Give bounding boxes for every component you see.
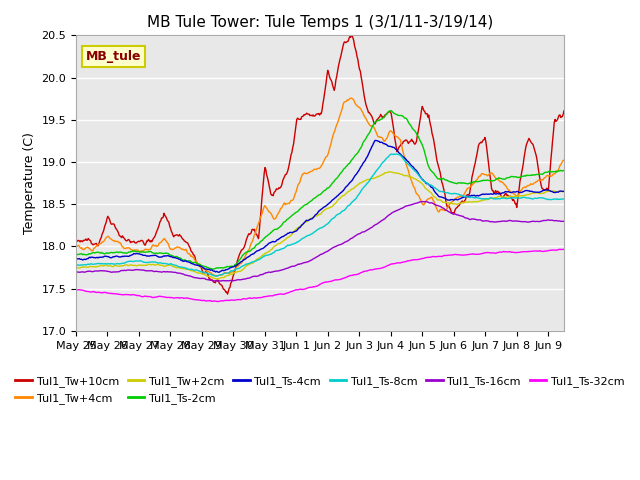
Tul1_Tw+4cm [159,238,166,243]
Tul1_Tw+10cm [72,239,80,244]
Tul1_Ts-2cm [560,168,568,173]
Tul1_Tw+10cm [399,138,407,144]
Tul1_Tw+4cm [560,157,568,163]
Line: Tul1_Ts-8cm: Tul1_Ts-8cm [76,154,564,276]
Tul1_Ts-16cm [419,199,426,204]
Tul1_Tw+4cm [347,95,355,101]
Tul1_Ts-32cm [198,298,205,303]
Tul1_Ts-32cm [294,287,301,293]
Tul1_Tw+4cm [362,115,369,120]
Tul1_Ts-2cm [159,251,166,256]
Tul1_Ts-2cm [399,114,407,120]
Tul1_Ts-2cm [72,252,80,257]
Tul1_Tw+10cm [441,192,449,198]
Line: Tul1_Tw+10cm: Tul1_Tw+10cm [76,36,564,294]
Tul1_Ts-8cm [212,273,220,279]
Tul1_Tw+4cm [399,151,407,156]
Tul1_Ts-4cm [159,254,166,260]
Title: MB Tule Tower: Tule Temps 1 (3/1/11-3/19/14): MB Tule Tower: Tule Temps 1 (3/1/11-3/19… [147,15,493,30]
Tul1_Ts-16cm [72,269,80,275]
Tul1_Tw+10cm [560,108,568,114]
Tul1_Tw+2cm [294,226,301,231]
Tul1_Ts-16cm [159,269,166,275]
Line: Tul1_Ts-2cm: Tul1_Ts-2cm [76,110,564,269]
Tul1_Ts-4cm [360,159,368,165]
Tul1_Ts-8cm [387,151,395,157]
Tul1_Ts-8cm [360,184,368,190]
Line: Tul1_Ts-32cm: Tul1_Ts-32cm [76,249,564,301]
Tul1_Ts-32cm [560,246,568,252]
Tul1_Tw+2cm [159,263,166,268]
Tul1_Ts-2cm [441,177,449,182]
Tul1_Ts-8cm [198,269,205,275]
Tul1_Ts-8cm [399,156,407,162]
Line: Tul1_Ts-4cm: Tul1_Ts-4cm [76,141,564,272]
Tul1_Ts-16cm [214,278,221,284]
Line: Tul1_Ts-16cm: Tul1_Ts-16cm [76,202,564,281]
Tul1_Ts-4cm [441,195,449,201]
Tul1_Ts-4cm [560,189,568,194]
Tul1_Ts-8cm [441,189,449,195]
Tul1_Ts-32cm [214,299,221,304]
Tul1_Tw+10cm [198,265,205,271]
Tul1_Ts-4cm [371,138,379,144]
Tul1_Ts-32cm [399,259,406,265]
Tul1_Tw+2cm [360,178,368,184]
Tul1_Ts-8cm [294,239,301,245]
Tul1_Ts-16cm [294,262,301,267]
Tul1_Ts-8cm [560,196,568,202]
Tul1_Ts-32cm [360,268,368,274]
Tul1_Ts-4cm [399,154,407,160]
Tul1_Tw+2cm [72,265,80,271]
Tul1_Ts-2cm [198,263,205,268]
Tul1_Ts-2cm [208,266,216,272]
Tul1_Ts-2cm [294,209,301,215]
Tul1_Tw+10cm [294,115,301,121]
Tul1_Ts-16cm [441,207,449,213]
Tul1_Tw+10cm [224,291,232,297]
Text: MB_tule: MB_tule [86,50,141,63]
Tul1_Tw+4cm [72,242,80,248]
Tul1_Tw+4cm [294,183,301,189]
Line: Tul1_Tw+4cm: Tul1_Tw+4cm [76,98,564,276]
Tul1_Ts-32cm [159,294,166,300]
Tul1_Tw+2cm [399,173,407,179]
Tul1_Tw+2cm [198,271,205,276]
Tul1_Ts-32cm [72,287,80,293]
Tul1_Tw+10cm [362,98,369,104]
Tul1_Tw+10cm [159,215,166,221]
Tul1_Ts-4cm [294,227,301,232]
Tul1_Tw+2cm [560,189,568,194]
Tul1_Tw+4cm [198,264,205,270]
Tul1_Ts-8cm [72,262,80,268]
Y-axis label: Temperature (C): Temperature (C) [23,132,36,234]
Tul1_Ts-2cm [387,108,395,113]
Tul1_Ts-8cm [159,261,166,266]
Tul1_Ts-32cm [440,253,448,259]
Tul1_Ts-16cm [399,205,406,211]
Legend: Tul1_Tw+10cm, Tul1_Tw+4cm, Tul1_Tw+2cm, Tul1_Ts-2cm, Tul1_Ts-4cm, Tul1_Ts-8cm, T: Tul1_Tw+10cm, Tul1_Tw+4cm, Tul1_Tw+2cm, … [11,372,629,408]
Tul1_Ts-2cm [360,138,368,144]
Tul1_Ts-4cm [198,264,205,269]
Tul1_Tw+4cm [213,273,221,279]
Tul1_Ts-4cm [72,255,80,261]
Tul1_Ts-16cm [198,276,205,281]
Tul1_Tw+10cm [348,33,355,39]
Tul1_Tw+2cm [215,276,223,282]
Tul1_Tw+4cm [441,208,449,214]
Tul1_Ts-4cm [215,269,223,275]
Line: Tul1_Tw+2cm: Tul1_Tw+2cm [76,172,564,279]
Tul1_Tw+2cm [387,169,394,175]
Tul1_Ts-16cm [560,218,568,224]
Tul1_Ts-16cm [360,229,368,235]
Tul1_Tw+2cm [441,199,449,205]
